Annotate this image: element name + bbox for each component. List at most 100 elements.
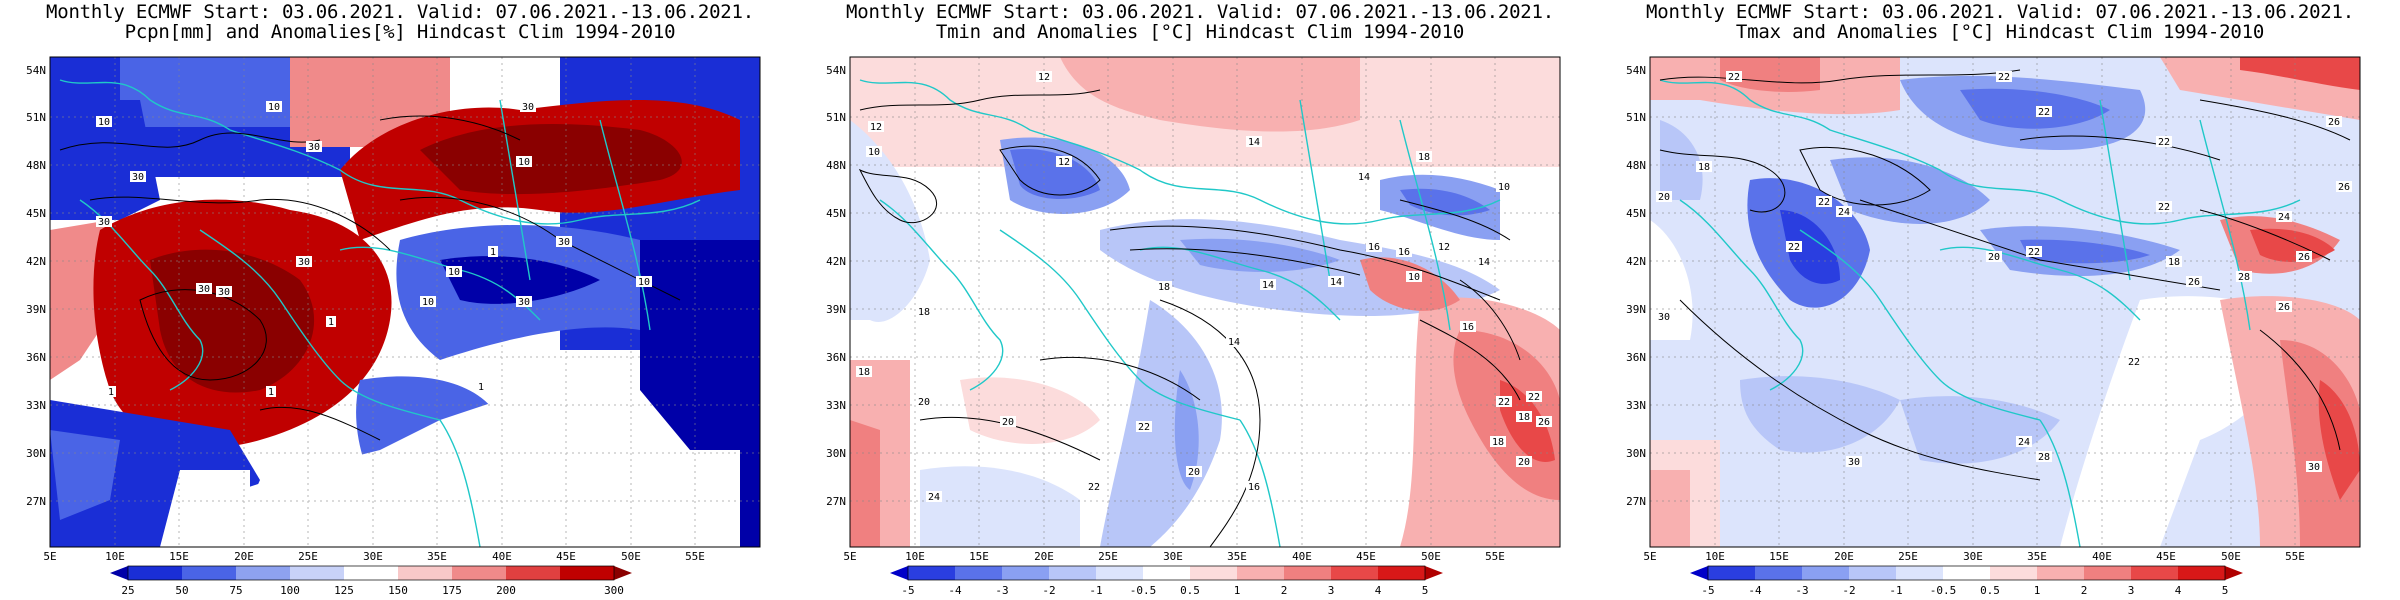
svg-text:10: 10 (868, 147, 880, 158)
svg-text:36N: 36N (1626, 351, 1646, 364)
svg-text:22: 22 (2158, 202, 2170, 213)
precip-colorbar (110, 565, 632, 581)
svg-text:16: 16 (1462, 322, 1474, 333)
tmax-map: 22 22 22 26 22 18 20 22 24 22 22 24 26 2… (1626, 56, 2361, 597)
svg-text:10: 10 (98, 117, 110, 128)
svg-text:4: 4 (1375, 584, 1382, 597)
svg-text:27N: 27N (1626, 495, 1646, 508)
svg-text:30: 30 (558, 237, 570, 248)
svg-text:27N: 27N (26, 495, 46, 508)
svg-text:15E: 15E (1769, 550, 1789, 563)
svg-text:1: 1 (478, 382, 484, 393)
svg-text:18: 18 (1158, 282, 1170, 293)
svg-text:22: 22 (2158, 137, 2170, 148)
svg-text:15E: 15E (969, 550, 989, 563)
svg-text:24: 24 (2278, 212, 2290, 223)
svg-text:-0.5: -0.5 (1130, 584, 1157, 597)
svg-text:5: 5 (1422, 584, 1429, 597)
svg-text:30: 30 (218, 287, 230, 298)
svg-text:125: 125 (334, 584, 354, 597)
svg-text:12: 12 (1438, 242, 1450, 253)
svg-text:28: 28 (2238, 272, 2250, 283)
svg-text:30: 30 (132, 172, 144, 183)
svg-text:20: 20 (1002, 417, 1014, 428)
svg-text:10: 10 (422, 297, 434, 308)
svg-text:14: 14 (1478, 257, 1490, 268)
svg-text:18: 18 (1492, 437, 1504, 448)
map-frame (1649, 56, 2361, 548)
svg-text:40E: 40E (492, 550, 512, 563)
svg-text:-4: -4 (948, 584, 962, 597)
tmin-contour-labels: 12 12 12 10 14 14 18 10 16 16 18 20 18 1… (856, 71, 1552, 503)
panel-tmin: Monthly ECMWF Start: 03.06.2021. Valid: … (800, 0, 1600, 600)
precip-colorbar-labels: 25 50 75 100 125 150 175 200 300 (121, 584, 624, 597)
svg-text:1: 1 (2034, 584, 2041, 597)
svg-text:35E: 35E (1227, 550, 1247, 563)
svg-text:24: 24 (928, 492, 940, 503)
precip-contour-labels: 10 10 30 10 30 30 30 30 30 30 1 10 10 30… (96, 101, 652, 398)
svg-text:22: 22 (2028, 247, 2040, 258)
tmax-colorbar-labels: -5 -4 -3 -2 -1 -0.5 0.5 1 2 3 4 5 (1701, 584, 2228, 597)
svg-text:30N: 30N (826, 447, 846, 460)
svg-text:18: 18 (918, 307, 930, 318)
tmax-anomaly-field: 22 22 22 26 22 18 20 22 24 22 22 24 26 2… (1650, 57, 2360, 547)
svg-text:26: 26 (2328, 117, 2340, 128)
svg-text:25E: 25E (1098, 550, 1118, 563)
svg-text:39N: 39N (826, 303, 846, 316)
svg-text:10: 10 (268, 102, 280, 113)
svg-text:50E: 50E (621, 550, 641, 563)
svg-text:18: 18 (1518, 412, 1530, 423)
lon-axis-labels: 5E 10E 15E 20E 25E 30E 35E 40E 45E 50E 5… (843, 550, 1505, 563)
svg-text:30: 30 (2308, 462, 2320, 473)
svg-text:35E: 35E (427, 550, 447, 563)
svg-text:10: 10 (638, 277, 650, 288)
svg-text:10: 10 (1408, 272, 1420, 283)
svg-text:20E: 20E (1034, 550, 1054, 563)
svg-text:26: 26 (2278, 302, 2290, 313)
svg-text:-3: -3 (995, 584, 1008, 597)
svg-text:-5: -5 (901, 584, 914, 597)
svg-text:30E: 30E (1963, 550, 1983, 563)
svg-text:30N: 30N (26, 447, 46, 460)
svg-text:26: 26 (1538, 417, 1550, 428)
svg-text:-3: -3 (1795, 584, 1808, 597)
svg-text:5: 5 (2222, 584, 2229, 597)
svg-text:20E: 20E (1834, 550, 1854, 563)
svg-text:50E: 50E (1421, 550, 1441, 563)
svg-text:22: 22 (1088, 482, 1100, 493)
svg-text:45E: 45E (1356, 550, 1376, 563)
panel-tmax: Monthly ECMWF Start: 03.06.2021. Valid: … (1600, 0, 2400, 600)
coastlines (1659, 79, 2301, 547)
svg-text:55E: 55E (2285, 550, 2305, 563)
svg-text:26: 26 (2298, 252, 2310, 263)
svg-text:45N: 45N (1626, 207, 1646, 220)
tmax-colorbar (1690, 565, 2243, 581)
svg-text:12: 12 (1038, 72, 1050, 83)
svg-text:42N: 42N (1626, 255, 1646, 268)
svg-text:30: 30 (518, 297, 530, 308)
svg-text:22: 22 (1138, 422, 1150, 433)
svg-text:30: 30 (298, 257, 310, 268)
svg-text:25E: 25E (298, 550, 318, 563)
svg-text:-4: -4 (1748, 584, 1762, 597)
svg-text:30: 30 (1848, 457, 1860, 468)
svg-text:1: 1 (108, 387, 114, 398)
lat-axis-labels: 54N 51N 48N 45N 42N 39N 36N 33N 30N 27N (826, 64, 846, 508)
svg-text:20: 20 (1188, 467, 1200, 478)
svg-text:1: 1 (268, 387, 274, 398)
svg-text:30: 30 (308, 142, 320, 153)
svg-text:10E: 10E (905, 550, 925, 563)
svg-text:51N: 51N (26, 111, 46, 124)
svg-text:10: 10 (448, 267, 460, 278)
svg-text:45E: 45E (556, 550, 576, 563)
svg-text:22: 22 (2128, 357, 2140, 368)
lat-axis-labels: 54N 51N 48N 45N 42N 39N 36N 33N 30N 27N (26, 64, 46, 508)
svg-text:42N: 42N (26, 255, 46, 268)
svg-text:18: 18 (2168, 257, 2180, 268)
svg-text:54N: 54N (826, 64, 846, 77)
svg-text:15E: 15E (169, 550, 189, 563)
svg-text:-1: -1 (1089, 584, 1102, 597)
precip-map: 10 10 30 10 30 30 30 30 30 30 1 10 10 30… (26, 56, 761, 597)
svg-text:28: 28 (2038, 452, 2050, 463)
svg-text:-2: -2 (1042, 584, 1055, 597)
